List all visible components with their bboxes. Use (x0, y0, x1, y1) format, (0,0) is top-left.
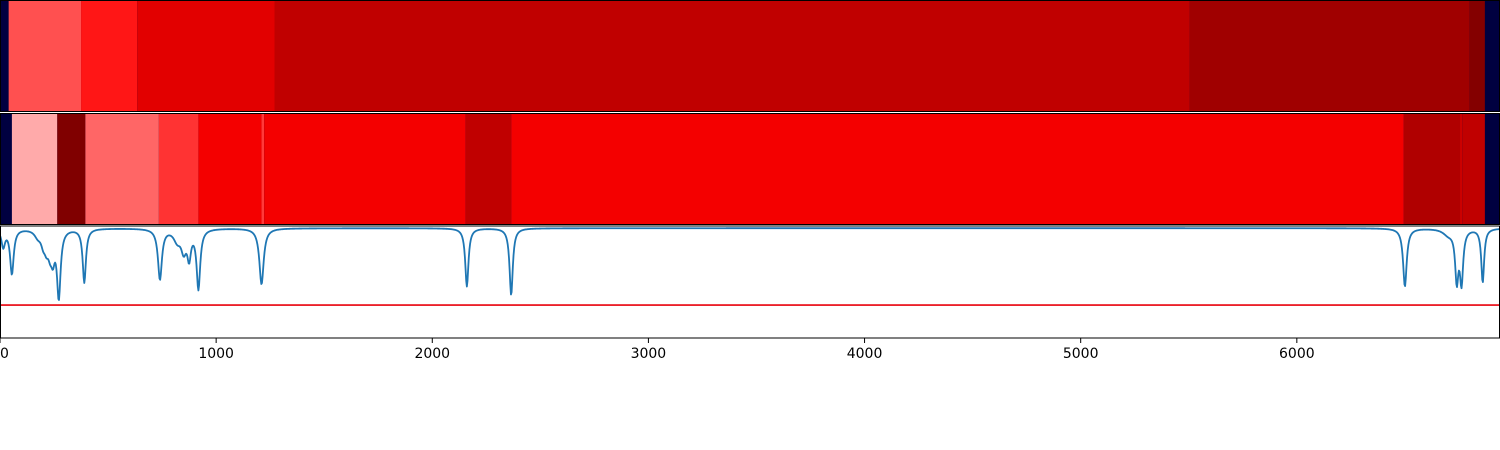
heatmap-segment (264, 113, 466, 225)
heatmap-middle-panel (0, 113, 1500, 225)
heatmap-top-panel (0, 0, 1500, 112)
heatmap-segment (8, 0, 82, 112)
heatmap-top-segments (8, 0, 1485, 112)
heatmap-segment (1189, 0, 1470, 112)
heatmap-segment (57, 113, 86, 225)
x-axis-tick-label: 2000 (414, 346, 450, 362)
line-plot-background (0, 226, 1500, 338)
heatmap-segment (158, 113, 199, 225)
heatmap-middle-segments (11, 113, 1485, 225)
heatmap-segment (1403, 113, 1461, 225)
heatmap-segment (11, 113, 58, 225)
x-axis-tick-label: 1000 (198, 346, 234, 362)
heatmap-segment (198, 113, 262, 225)
x-axis-tick-label: 4000 (847, 346, 883, 362)
line-plot-panel: 0 1000 2000 3000 4000 5000 6000 (0, 225, 1500, 362)
signal-series-line (0, 227, 1500, 301)
heatmap-segment (1462, 113, 1485, 225)
x-axis-tick-label: 6000 (1279, 346, 1315, 362)
heatmap-segment (511, 113, 1404, 225)
heatmap-segment (261, 113, 265, 225)
x-axis-tick-label: 3000 (631, 346, 667, 362)
heatmap-segment (85, 113, 159, 225)
heatmap-segment (137, 0, 275, 112)
x-axis: 0 1000 2000 3000 4000 5000 6000 (0, 338, 1315, 362)
x-axis-tick-label: 0 (0, 346, 9, 362)
heatmap-segment (274, 0, 1190, 112)
heatmap-segment (81, 0, 138, 112)
heatmap-segment (1469, 0, 1485, 112)
heatmap-segment (465, 113, 512, 225)
x-axis-tick-label: 5000 (1063, 346, 1099, 362)
heatmap-segment (1460, 113, 1463, 225)
